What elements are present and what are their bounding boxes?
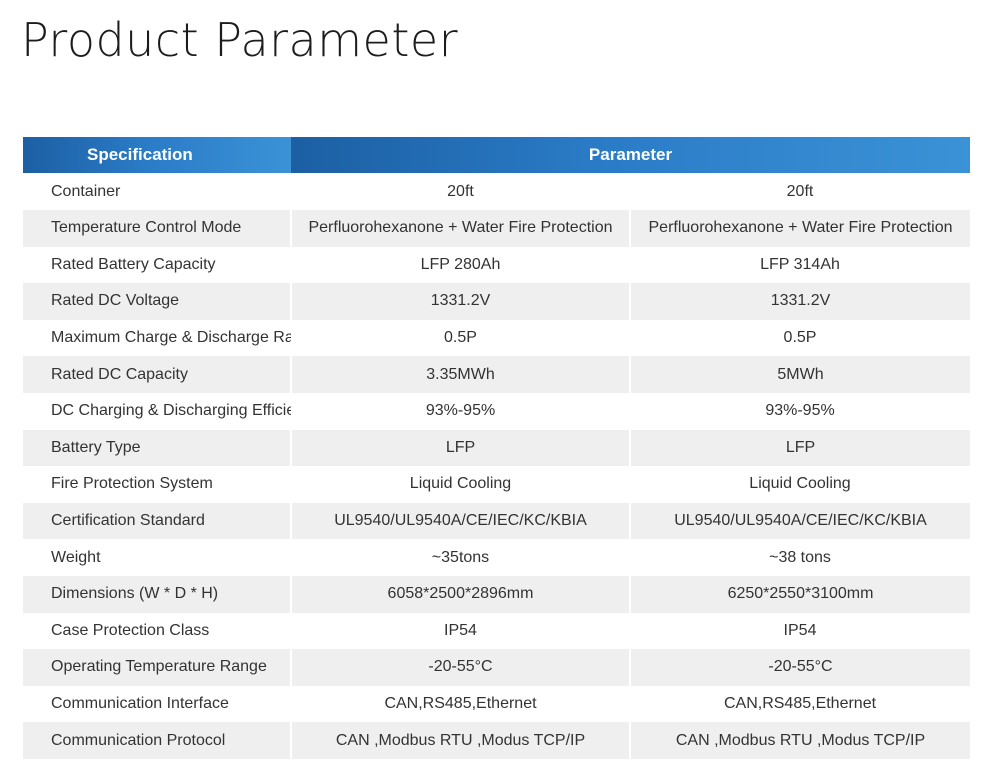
parameter-cell-1: UL9540/UL9540A/CE/IEC/KC/KBIA: [291, 502, 631, 540]
spec-cell: Certification Standard: [23, 502, 292, 540]
table-row: Communication Protocol CAN ,Modbus RTU ,M…: [23, 722, 971, 759]
parameter-cell-1: 93%-95%: [425, 402, 496, 420]
table-row: Rated DC Voltage 1331.2V 1331.2V: [23, 283, 971, 320]
table-row: Communication Interface CAN,RS485,Etherne…: [23, 686, 970, 723]
table-body: Container 20ft 20ft Temperature Control Mod…: [23, 173, 971, 759]
table-row: Weight ~35tons ~38 tons: [23, 539, 970, 576]
parameter-cell-1: -20-55°C: [291, 649, 631, 686]
spec-cell: Battery Type: [23, 429, 292, 467]
parameter-cell-1: 6058*2500*2896mm: [291, 575, 631, 613]
table-row: Case Protection Class IP54 IP54: [23, 613, 970, 650]
table-row: Battery Type LFP LFP: [23, 429, 971, 467]
header-row: Specification Parameter: [23, 137, 971, 173]
page-title: Product Parameter: [21, 13, 459, 67]
product-parameter-table: Specification Parameter Container 20ft 20f…: [23, 137, 971, 759]
table-row: Operating Temperature Range -20-55°C -20-5…: [23, 649, 971, 686]
parameter-cell-2: 1331.2V: [630, 283, 971, 320]
parameter-cell-2: ~38 tons: [769, 548, 831, 566]
spec-cell: Operating Temperature Range: [23, 649, 292, 686]
parameter-cell-1: LFP: [291, 429, 631, 467]
spec-cell: Dimensions (W * D * H): [23, 575, 292, 613]
parameter-cell-1: LFP 280Ah: [420, 255, 501, 273]
spec-cell: Temperature Control Mode: [23, 210, 292, 247]
table-header: Specification Parameter: [23, 137, 971, 173]
parameter-cell-1: 0.5P: [444, 329, 477, 347]
header-specification: Specification: [23, 137, 291, 173]
parameter-cell-2: LFP 314Ah: [760, 255, 840, 273]
spec-cell: Rated Battery Capacity: [51, 255, 216, 273]
table-row: Rated DC Capacity 3.35MWh 5MWh: [23, 356, 971, 393]
table-row: Maximum Charge & Discharge Ratio 0.5P 0.5P: [23, 320, 970, 357]
parameter-cell-1: 3.35MWh: [291, 356, 631, 393]
parameter-cell-1: ~35tons: [431, 548, 490, 566]
table-row: DC Charging & Discharging Efficiency 93%-…: [23, 393, 970, 430]
parameter-cell-1: Perfluorohexanone + Water Fire Protectio…: [291, 210, 631, 247]
parameter-cell-2: 6250*2550*3100mm: [630, 575, 971, 613]
table-row: Dimensions (W * D * H) 6058*2500*2896mm 62…: [23, 575, 971, 613]
parameter-cell-2: IP54: [783, 621, 817, 639]
spec-cell: Case Protection Class: [51, 621, 210, 639]
spec-cell: Communication Interface: [51, 695, 229, 713]
header-parameter: Parameter: [291, 137, 971, 173]
spec-cell: Maximum Charge & Discharge Ratio: [51, 329, 291, 347]
parameter-cell-2: Liquid Cooling: [749, 475, 851, 493]
spec-cell: Container: [51, 182, 121, 200]
parameter-cell-1: 20ft: [447, 182, 474, 200]
table-row: Rated Battery Capacity LFP 280Ah LFP 314Ah: [23, 247, 970, 284]
spec-cell: DC Charging & Discharging Efficiency: [51, 402, 291, 420]
table-row: Temperature Control Mode Perfluorohexanon…: [23, 210, 971, 247]
parameter-cell-1: CAN,RS485,Ethernet: [384, 695, 537, 713]
parameter-cell-1: 1331.2V: [291, 283, 631, 320]
spec-cell: Rated DC Voltage: [23, 283, 292, 320]
spec-cell: Communication Protocol: [23, 722, 292, 759]
parameter-cell-1: IP54: [444, 621, 477, 639]
parameter-cell-2: LFP: [630, 429, 971, 467]
parameter-cell-2: 0.5P: [783, 329, 817, 347]
table-row: Certification Standard UL9540/UL9540A/CE/…: [23, 502, 971, 540]
parameter-cell-2: -20-55°C: [630, 649, 971, 686]
parameter-cell-2: 20ft: [786, 182, 814, 200]
spec-cell: Weight: [51, 548, 101, 566]
parameter-cell-2: CAN ,Modbus RTU ,Modus TCP/IP: [630, 722, 971, 759]
parameter-cell-2: 93%-95%: [765, 402, 835, 420]
parameter-cell-2: Perfluorohexanone + Water Fire Protectio…: [630, 210, 971, 247]
parameter-cell-2: UL9540/UL9540A/CE/IEC/KC/KBIA: [630, 502, 971, 540]
spec-cell: Fire Protection System: [51, 475, 213, 493]
parameter-cell-2: CAN,RS485,Ethernet: [723, 695, 877, 713]
parameter-cell-2: 5MWh: [630, 356, 971, 393]
parameter-cell-1: CAN ,Modbus RTU ,Modus TCP/IP: [291, 722, 631, 759]
table-row: Container 20ft 20ft: [23, 173, 970, 210]
spec-cell: Rated DC Capacity: [23, 356, 292, 393]
table-row: Fire Protection System Liquid Cooling Liqu…: [23, 466, 970, 503]
parameter-cell-1: Liquid Cooling: [409, 475, 512, 493]
